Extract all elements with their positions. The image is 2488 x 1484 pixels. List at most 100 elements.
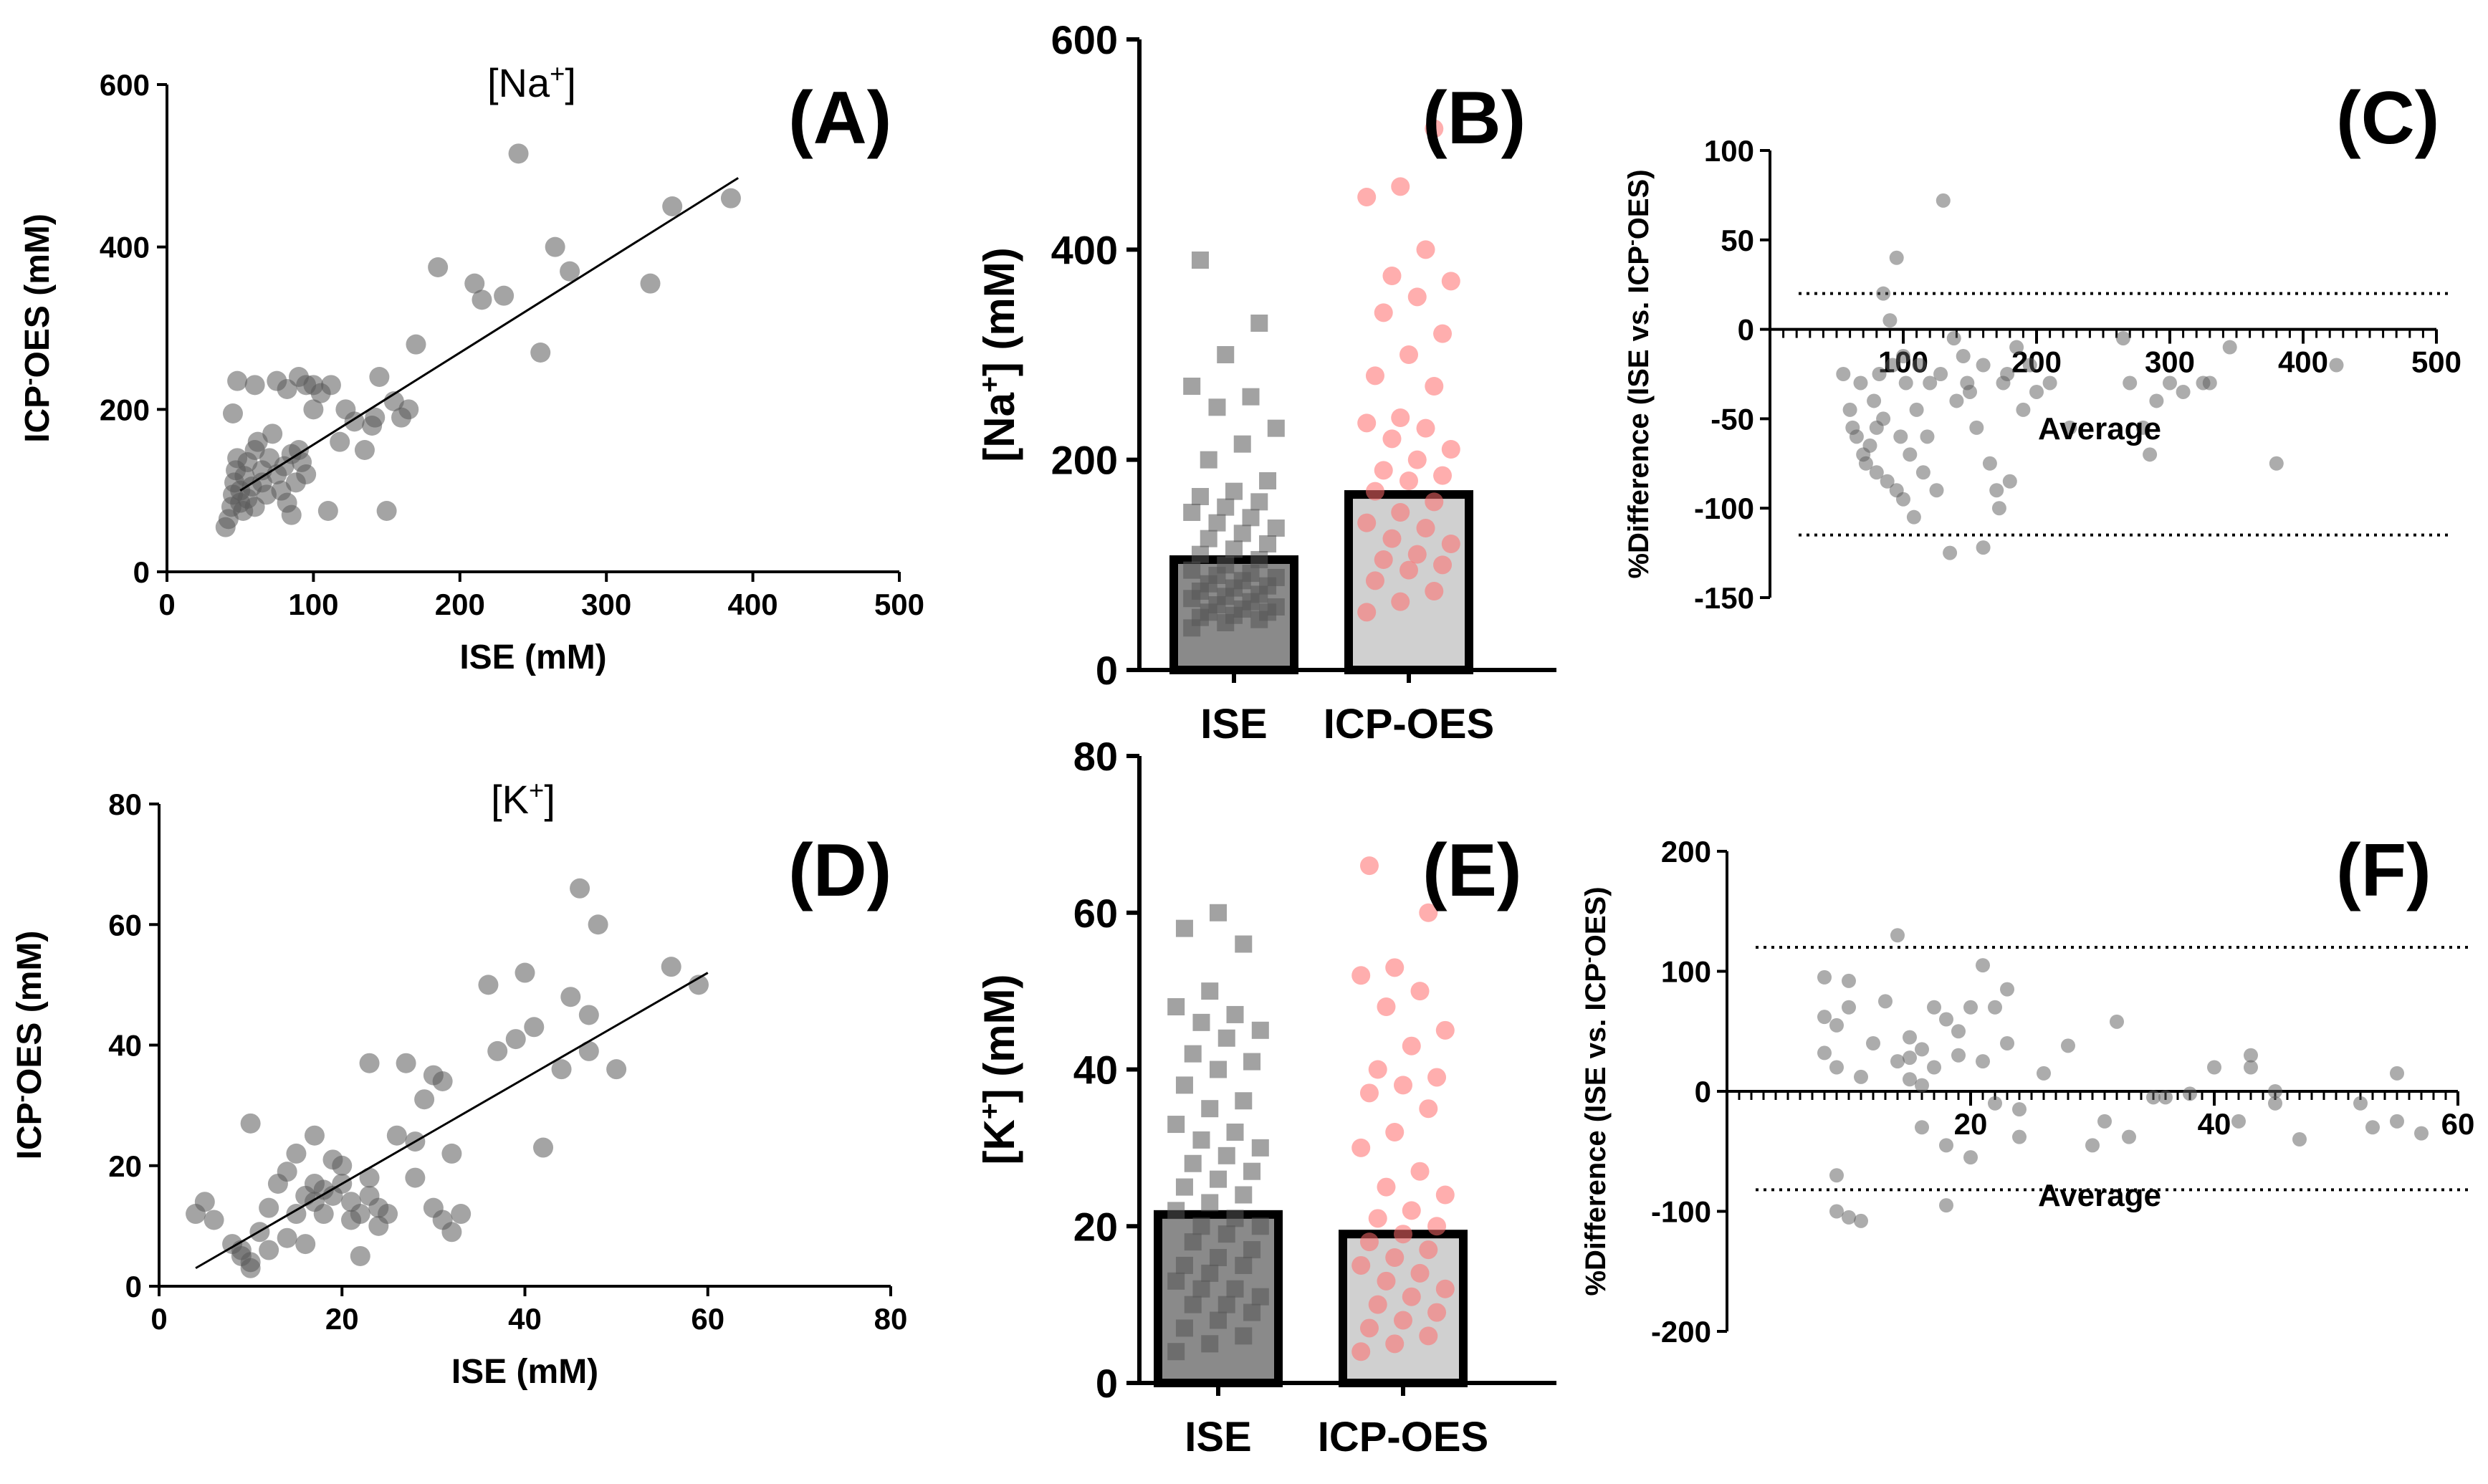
data-point xyxy=(1842,1210,1856,1225)
data-point xyxy=(1903,1050,1917,1066)
x-tick-label: 100 xyxy=(288,588,338,621)
x-tick-label: 40 xyxy=(508,1302,542,1336)
data-point xyxy=(1251,1288,1269,1306)
data-point xyxy=(1226,1210,1244,1227)
data-point xyxy=(1419,1099,1438,1119)
data-point xyxy=(1898,375,1913,391)
data-point xyxy=(1842,1000,1856,1015)
y-axis-label: %Difference (ISE vs. ICP-OES) xyxy=(1620,169,1655,578)
data-point xyxy=(1943,545,1958,560)
x-tick-label: 60 xyxy=(691,1302,724,1336)
data-point xyxy=(2002,474,2017,489)
x-tick-label: 200 xyxy=(435,588,485,621)
data-point xyxy=(1400,345,1418,364)
data-point xyxy=(2009,340,2024,355)
data-point xyxy=(396,1053,416,1073)
data-point xyxy=(1359,1083,1379,1103)
panel-label: (B) xyxy=(1422,77,1526,160)
data-point xyxy=(1441,535,1460,553)
y-tick-label: -150 xyxy=(1694,581,1754,615)
data-point xyxy=(2062,420,2077,435)
data-point xyxy=(1402,1201,1421,1220)
data-point xyxy=(1939,1138,1953,1153)
data-point xyxy=(369,367,390,387)
data-point xyxy=(1242,509,1260,527)
data-point xyxy=(1923,375,1938,391)
y-tick-label: 400 xyxy=(1051,227,1118,272)
data-point xyxy=(288,367,309,387)
data-point xyxy=(1988,1096,2002,1111)
data-point xyxy=(2149,393,2164,408)
data-point xyxy=(1183,504,1201,521)
data-point xyxy=(487,1040,508,1061)
data-point xyxy=(1862,438,1877,453)
data-point xyxy=(1989,483,2004,498)
data-point xyxy=(578,1005,599,1025)
data-point xyxy=(1374,461,1393,480)
data-point xyxy=(1385,1123,1405,1141)
data-point xyxy=(1183,561,1201,579)
data-point xyxy=(386,1125,407,1146)
data-point xyxy=(1233,435,1251,453)
data-point xyxy=(1374,550,1393,569)
y-tick-label: 40 xyxy=(108,1029,142,1063)
data-point xyxy=(240,1113,261,1134)
regression-line xyxy=(239,177,739,492)
data-point xyxy=(1976,958,1990,973)
panel-c: -150-100-50050100100200300400500Average%… xyxy=(1620,77,2461,615)
data-point xyxy=(1217,1225,1235,1243)
data-point xyxy=(1175,1076,1193,1094)
data-point xyxy=(1175,1256,1193,1274)
data-point xyxy=(1250,315,1268,332)
data-point xyxy=(359,1053,380,1073)
data-point xyxy=(1920,429,1935,444)
data-point xyxy=(1167,998,1185,1015)
data-point xyxy=(277,1162,297,1182)
x-axis-label: Average xyxy=(2038,1178,2161,1213)
x-tick-label: ISE xyxy=(1200,701,1268,747)
panel-b: 0 200 400 600 ISE ICP-OES [Na+] (mM) (B) xyxy=(975,17,1556,747)
data-point xyxy=(222,403,243,423)
data-point xyxy=(1235,1256,1253,1274)
data-point xyxy=(2143,447,2158,462)
data-point xyxy=(1842,973,1856,988)
data-point xyxy=(1829,1060,1844,1075)
data-point xyxy=(1225,540,1243,558)
data-point xyxy=(406,334,426,355)
data-point xyxy=(1951,1024,1966,1039)
data-point xyxy=(2183,1086,2197,1101)
data-point xyxy=(1880,474,1895,489)
y-tick-label: 200 xyxy=(1051,438,1118,483)
data-point xyxy=(2365,1120,2380,1135)
data-point xyxy=(1184,1296,1202,1313)
y-tick-label: 400 xyxy=(100,231,150,264)
data-point xyxy=(1385,1334,1405,1354)
data-point xyxy=(2022,358,2037,373)
data-point xyxy=(204,1210,224,1230)
data-point xyxy=(530,343,551,363)
data-point xyxy=(1394,1076,1412,1095)
data-point xyxy=(1427,1068,1447,1087)
data-point xyxy=(1184,1045,1202,1063)
data-point xyxy=(1201,1194,1219,1212)
y-tick-label: 40 xyxy=(1073,1048,1118,1093)
data-point xyxy=(1365,482,1384,501)
data-point xyxy=(1200,451,1217,469)
y-tick-label: 80 xyxy=(1073,734,1118,779)
x-tick-label: ICP-OES xyxy=(1324,701,1495,747)
data-point xyxy=(1963,384,1977,399)
data-point xyxy=(2123,375,2138,391)
data-point xyxy=(2414,1126,2429,1141)
data-point xyxy=(1192,1131,1210,1149)
data-point xyxy=(1167,1202,1185,1220)
data-point xyxy=(2329,358,2344,373)
data-point xyxy=(1433,555,1453,575)
data-point xyxy=(2202,375,2217,391)
data-point xyxy=(2000,367,2015,381)
data-point xyxy=(1267,598,1285,616)
data-point xyxy=(1201,1264,1219,1282)
data-point xyxy=(1382,529,1402,548)
data-point xyxy=(1927,1000,1941,1015)
y-tick-label: 100 xyxy=(1661,955,1711,989)
data-point xyxy=(578,1040,599,1061)
